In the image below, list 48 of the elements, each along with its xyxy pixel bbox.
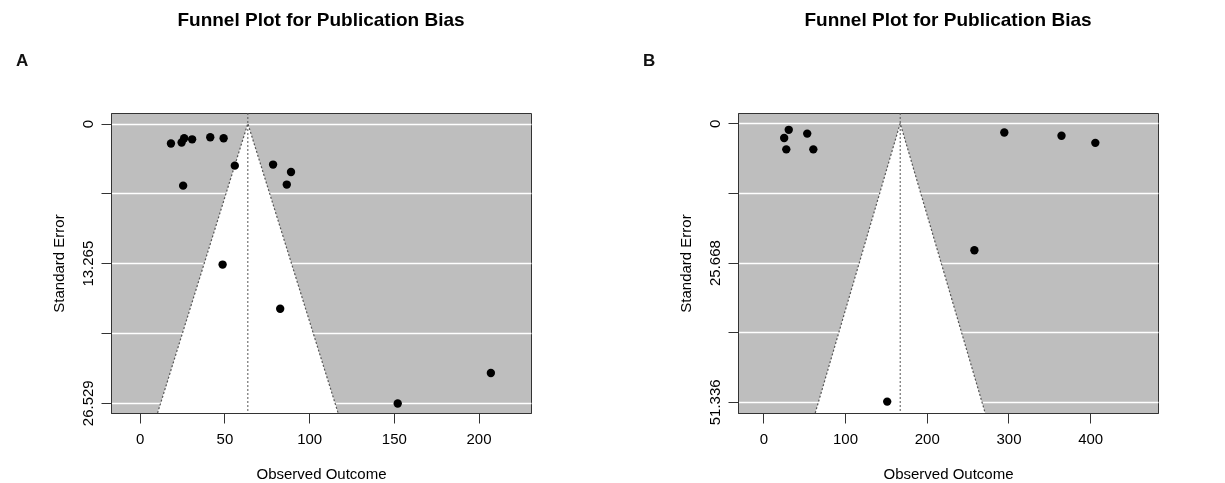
point — [276, 304, 285, 313]
chart-title: Funnel Plot for Publication Bias — [804, 9, 1092, 30]
y-tick-label: 13.265 — [78, 240, 96, 287]
x-tick-label: 300 — [996, 429, 1022, 447]
x-tick-label: 0 — [759, 429, 768, 447]
x-tick-label: 200 — [914, 429, 940, 447]
y-tick-label: 0 — [78, 119, 96, 129]
y-tick-label: 25.668 — [705, 240, 723, 286]
y-tick-label: 0 — [705, 119, 723, 128]
point — [218, 260, 227, 269]
text: A — [16, 51, 29, 70]
point — [282, 180, 291, 189]
point — [166, 139, 176, 148]
point — [883, 397, 892, 406]
y-axis-title: Standard Error — [49, 214, 67, 313]
x-tick-label: 150 — [381, 429, 407, 447]
point — [809, 145, 818, 154]
point — [784, 125, 793, 134]
x-axis-title: Observed Outcome — [256, 464, 387, 482]
point — [178, 181, 188, 190]
point — [206, 133, 215, 142]
y-tick-label: 26.529 — [78, 380, 96, 427]
x-tick-label: 0 — [136, 429, 145, 447]
x-tick-label: 100 — [297, 429, 323, 447]
point — [486, 368, 496, 378]
x-tick-label: 200 — [466, 429, 492, 447]
point — [970, 246, 979, 255]
y-tick-label: 51.336 — [705, 379, 723, 426]
x-tick-label: 50 — [216, 429, 234, 447]
point — [1000, 128, 1009, 137]
chart-title: Funnel Plot for Publication Bias — [177, 9, 465, 30]
point — [803, 129, 812, 138]
x-axis-title: Observed Outcome — [883, 464, 1014, 482]
point — [187, 135, 197, 144]
point — [268, 160, 278, 169]
point — [779, 133, 789, 143]
point — [286, 167, 296, 177]
y-axis-title: Standard Error — [676, 214, 694, 313]
point — [1091, 138, 1100, 148]
point — [230, 161, 239, 170]
point — [393, 399, 402, 408]
text: B — [643, 51, 656, 70]
point — [1057, 131, 1066, 140]
point — [179, 134, 189, 143]
point — [219, 134, 228, 143]
x-tick-label: 100 — [833, 429, 859, 447]
x-tick-label: 400 — [1078, 429, 1104, 447]
point — [782, 145, 791, 154]
